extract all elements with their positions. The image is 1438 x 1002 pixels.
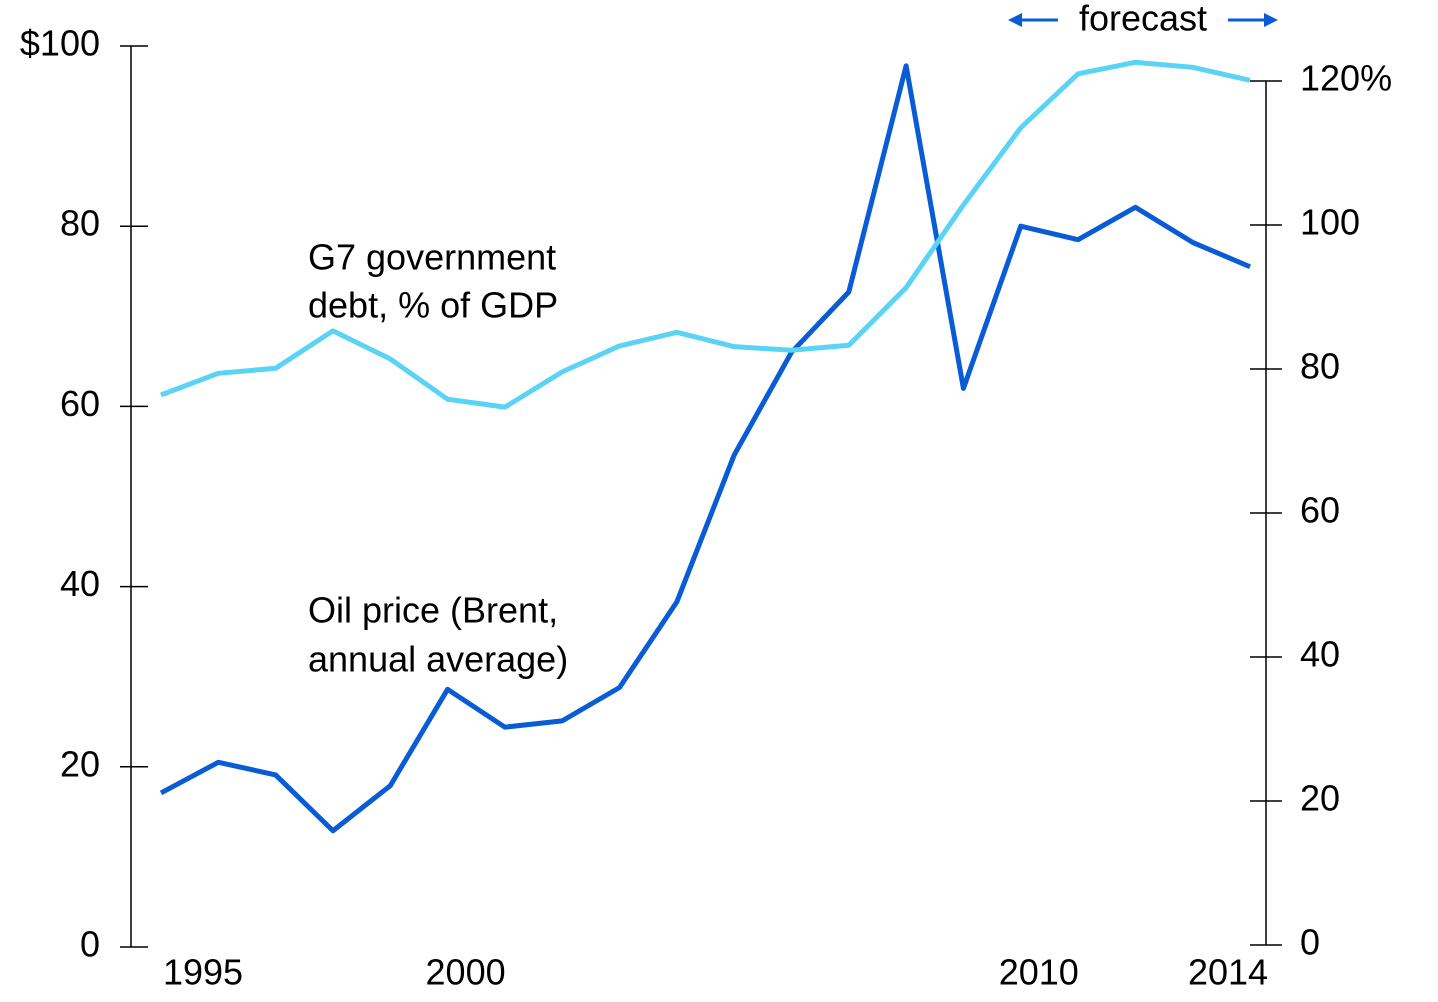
- forecast-label: forecast: [1079, 0, 1207, 39]
- y2-tick-label: 40: [1300, 634, 1340, 675]
- y2-tick-label: 20: [1300, 778, 1340, 819]
- y2-tick-label: 120%: [1300, 58, 1392, 99]
- y-tick-label: 40: [60, 563, 100, 604]
- y-tick-label: 60: [60, 383, 100, 424]
- series-line: [160, 59, 1251, 410]
- series-label: annual average): [308, 639, 568, 680]
- y2-tick-label: 80: [1300, 346, 1340, 387]
- series-label: Oil price (Brent,: [308, 590, 558, 631]
- series-line: [159, 63, 1251, 834]
- series-label: G7 government: [308, 237, 556, 278]
- x-tick-label: 2010: [999, 952, 1079, 993]
- y-tick-label: $100: [20, 23, 100, 64]
- y2-tick-label: 100: [1300, 202, 1360, 243]
- y-tick-label: 80: [60, 203, 100, 244]
- series-label: debt, % of GDP: [308, 285, 558, 326]
- x-tick-label: 2000: [426, 952, 506, 993]
- y-tick-label: 0: [80, 924, 100, 965]
- y2-tick-label: 0: [1300, 922, 1320, 963]
- y2-tick-label: 60: [1300, 490, 1340, 531]
- x-tick-label: 2014: [1188, 952, 1268, 993]
- forecast-arrows: [1008, 13, 1278, 27]
- x-tick-label: 1995: [163, 952, 243, 993]
- y-tick-label: 20: [60, 743, 100, 784]
